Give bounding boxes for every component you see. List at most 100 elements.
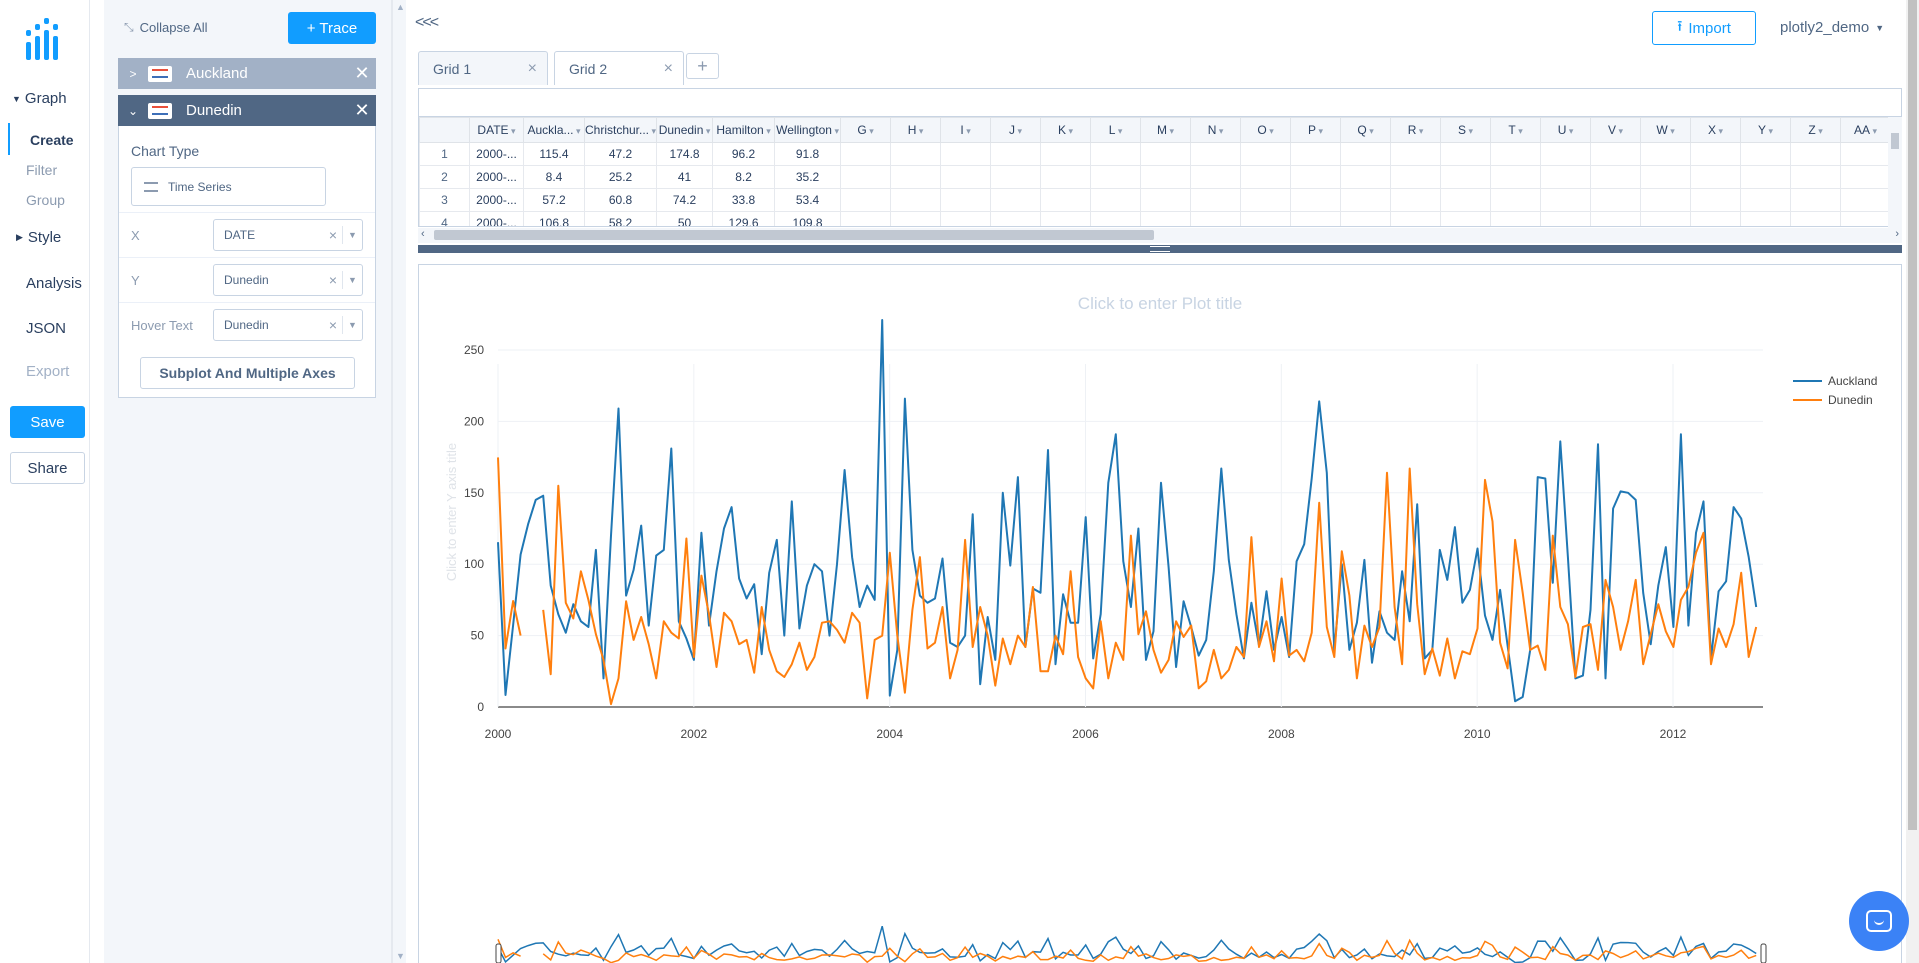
table-cell[interactable] [840, 188, 892, 212]
table-cell[interactable] [1140, 165, 1192, 189]
add-trace-button[interactable]: + Trace [288, 12, 376, 44]
column-menu-icon[interactable]: ▾ [831, 126, 839, 136]
grid-vertical-scrollbar[interactable] [1888, 117, 1902, 228]
table-cell[interactable] [1640, 142, 1692, 166]
column-menu-icon[interactable]: ▾ [703, 126, 711, 136]
clear-icon[interactable]: × [328, 227, 338, 243]
legend-label[interactable]: Auckland [1828, 374, 1877, 388]
column-header[interactable]: L ▾ [1090, 117, 1142, 143]
table-cell[interactable] [1390, 188, 1442, 212]
table-cell[interactable] [1140, 211, 1192, 226]
scroll-left-icon[interactable]: ‹ [421, 228, 425, 240]
table-cell[interactable] [1590, 142, 1642, 166]
formula-bar[interactable] [418, 88, 1902, 117]
column-menu-icon[interactable]: ▾ [1566, 126, 1574, 136]
column-menu-icon[interactable]: ▾ [1515, 126, 1523, 136]
tab-grid-1[interactable]: Grid 1 × [418, 51, 548, 85]
nav-filter[interactable]: Filter [26, 162, 58, 178]
column-menu-icon[interactable]: ▾ [1466, 126, 1474, 136]
column-menu-icon[interactable]: ▾ [1667, 126, 1675, 136]
table-cell[interactable] [1640, 165, 1692, 189]
column-header[interactable]: AA ▾ [1840, 117, 1892, 143]
table-cell[interactable] [1490, 142, 1542, 166]
close-icon[interactable]: × [527, 59, 537, 77]
table-cell[interactable] [1490, 211, 1542, 226]
pane-splitter[interactable] [418, 245, 1902, 253]
table-cell[interactable] [1540, 142, 1592, 166]
dropdown-arrow-icon[interactable]: ▼ [342, 271, 362, 289]
table-cell[interactable] [1040, 211, 1092, 226]
table-cell[interactable] [990, 211, 1042, 226]
table-cell[interactable]: 35.2 [774, 165, 842, 189]
scroll-up-icon[interactable]: ▲ [396, 2, 405, 12]
scroll-thumb[interactable] [1908, 0, 1917, 830]
table-cell[interactable] [1540, 211, 1592, 226]
column-menu-icon[interactable]: ▾ [1115, 126, 1123, 136]
close-icon[interactable]: × [663, 59, 673, 77]
chevron-down-icon[interactable]: ⌄ [127, 103, 139, 118]
table-cell[interactable] [940, 165, 992, 189]
table-cell[interactable] [1090, 211, 1142, 226]
table-cell[interactable]: 2000-... [469, 142, 524, 166]
column-header[interactable]: O ▾ [1240, 117, 1292, 143]
column-menu-icon[interactable]: ▾ [508, 126, 516, 136]
column-header[interactable]: Z ▾ [1790, 117, 1842, 143]
column-header[interactable]: K ▾ [1040, 117, 1092, 143]
table-cell[interactable]: 8.4 [523, 165, 585, 189]
table-cell[interactable] [1340, 188, 1392, 212]
table-cell[interactable] [1590, 188, 1642, 212]
table-cell[interactable] [940, 211, 992, 226]
column-menu-icon[interactable]: ▾ [866, 126, 874, 136]
close-icon[interactable]: ✕ [354, 100, 370, 120]
series-line-dunedin[interactable] [497, 457, 1758, 706]
table-cell[interactable]: 2000-... [469, 211, 524, 226]
column-header[interactable]: W ▾ [1640, 117, 1692, 143]
column-menu-icon[interactable]: ▾ [649, 126, 657, 136]
column-menu-icon[interactable]: ▾ [1815, 126, 1823, 136]
column-menu-icon[interactable]: ▾ [1266, 126, 1274, 136]
column-menu-icon[interactable]: ▾ [1716, 126, 1724, 136]
table-cell[interactable]: 174.8 [656, 142, 714, 166]
table-cell[interactable] [890, 142, 942, 166]
column-header[interactable]: I ▾ [940, 117, 992, 143]
table-cell[interactable] [1440, 211, 1492, 226]
close-icon[interactable]: ✕ [354, 63, 370, 83]
table-cell[interactable]: 25.2 [583, 165, 658, 189]
table-cell[interactable] [1040, 188, 1092, 212]
table-cell[interactable]: 41 [656, 165, 714, 189]
table-cell[interactable] [840, 165, 892, 189]
table-cell[interactable] [1290, 211, 1342, 226]
column-header[interactable]: Hamilton ▾ [712, 117, 776, 143]
table-cell[interactable] [1240, 211, 1292, 226]
plotly-logo-icon[interactable] [26, 16, 70, 60]
column-menu-icon[interactable]: ▾ [573, 126, 581, 136]
table-cell[interactable] [1190, 142, 1242, 166]
table-cell[interactable] [1090, 188, 1142, 212]
column-menu-icon[interactable]: ▾ [1766, 126, 1774, 136]
table-cell[interactable]: 74.2 [656, 188, 714, 212]
drag-handle-icon[interactable] [1150, 246, 1170, 252]
column-menu-icon[interactable]: ▾ [963, 126, 971, 136]
column-header[interactable]: H ▾ [890, 117, 942, 143]
add-tab-button[interactable]: + [686, 53, 719, 79]
scroll-down-icon[interactable]: ▼ [396, 951, 405, 961]
table-cell[interactable]: 109.8 [774, 211, 842, 226]
table-cell[interactable] [1440, 142, 1492, 166]
table-cell[interactable] [1340, 142, 1392, 166]
subplot-multiple-axes-button[interactable]: Subplot And Multiple Axes [140, 357, 355, 389]
table-cell[interactable]: 57.2 [523, 188, 585, 212]
table-cell[interactable] [1240, 142, 1292, 166]
table-cell[interactable]: 58.2 [583, 211, 658, 226]
column-menu-icon[interactable]: ▾ [1216, 126, 1224, 136]
column-header[interactable]: S ▾ [1440, 117, 1492, 143]
table-cell[interactable] [1190, 188, 1242, 212]
column-header[interactable]: N ▾ [1190, 117, 1242, 143]
table-cell[interactable] [1140, 142, 1192, 166]
table-cell[interactable] [1840, 165, 1892, 189]
column-header[interactable]: Auckla... ▾ [523, 117, 585, 143]
table-cell[interactable] [1340, 211, 1392, 226]
table-cell[interactable] [1240, 188, 1292, 212]
table-cell[interactable] [1790, 211, 1842, 226]
nav-json[interactable]: JSON [26, 320, 67, 337]
table-cell[interactable] [1740, 188, 1792, 212]
